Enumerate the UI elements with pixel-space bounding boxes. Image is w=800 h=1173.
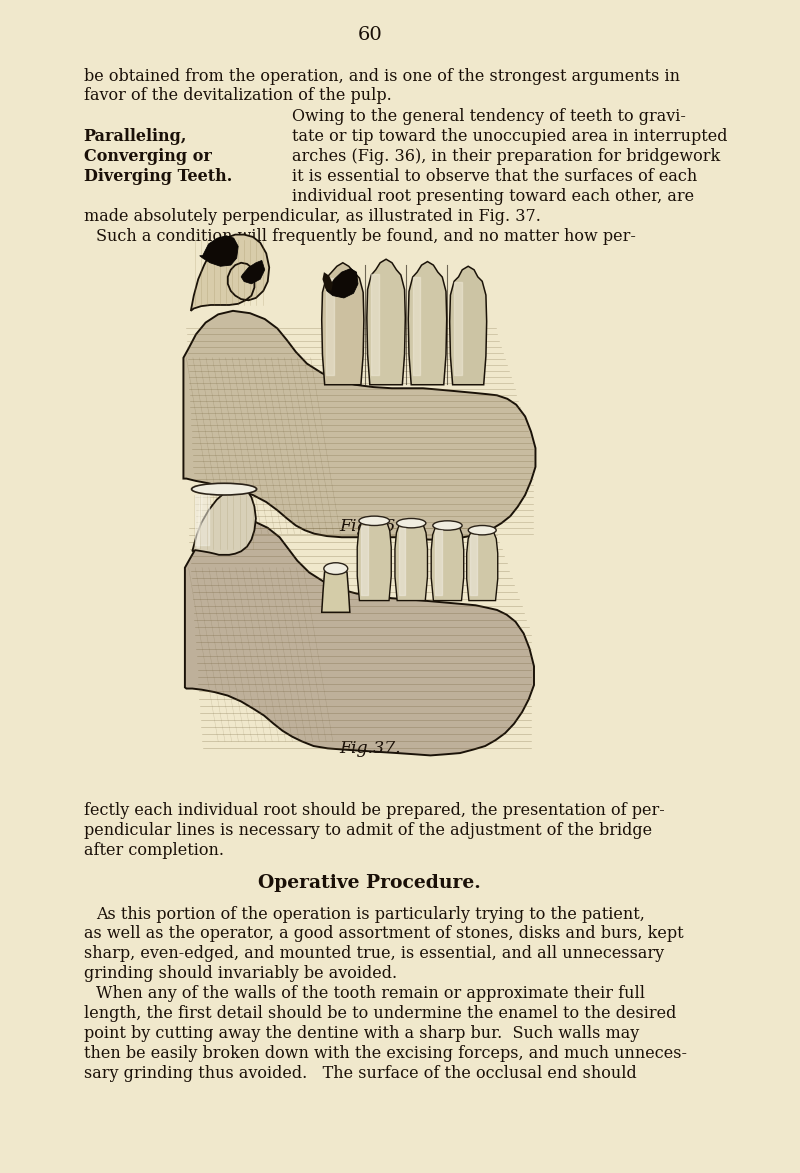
Polygon shape	[450, 266, 486, 385]
Polygon shape	[191, 235, 270, 311]
Ellipse shape	[433, 521, 462, 530]
Polygon shape	[322, 272, 333, 291]
Polygon shape	[367, 259, 406, 385]
Ellipse shape	[324, 563, 348, 575]
Text: grinding should invariably be avoided.: grinding should invariably be avoided.	[83, 965, 397, 982]
Text: sharp, even-edged, and mounted true, is essential, and all unnecessary: sharp, even-edged, and mounted true, is …	[83, 945, 664, 962]
Polygon shape	[431, 523, 464, 601]
Polygon shape	[408, 262, 446, 385]
Text: Fig.37.: Fig.37.	[339, 740, 401, 757]
Text: pendicular lines is necessary to admit of the adjustment of the bridge: pendicular lines is necessary to admit o…	[83, 822, 652, 839]
Polygon shape	[183, 311, 535, 540]
Text: made absolutely perpendicular, as illustrated in Fig. 37.: made absolutely perpendicular, as illust…	[83, 208, 541, 224]
Polygon shape	[322, 567, 350, 612]
Ellipse shape	[191, 483, 257, 495]
Polygon shape	[185, 518, 534, 755]
Text: individual root presenting toward each other, are: individual root presenting toward each o…	[292, 188, 694, 204]
Text: after completion.: after completion.	[83, 842, 223, 859]
Ellipse shape	[397, 518, 426, 528]
Text: Fig.36.: Fig.36.	[339, 518, 401, 535]
Ellipse shape	[359, 516, 390, 526]
Text: Converging or: Converging or	[83, 148, 211, 164]
Text: Such a condition will frequently be found, and no matter how per-: Such a condition will frequently be foun…	[96, 228, 636, 244]
Text: length, the first detail should be to undermine the enamel to the desired: length, the first detail should be to un…	[83, 1005, 676, 1022]
Ellipse shape	[468, 526, 496, 535]
Polygon shape	[358, 518, 391, 601]
Text: As this portion of the operation is particularly trying to the patient,: As this portion of the operation is part…	[96, 906, 645, 922]
Polygon shape	[241, 260, 265, 284]
Text: Operative Procedure.: Operative Procedure.	[258, 874, 481, 891]
Text: be obtained from the operation, and is one of the strongest arguments in: be obtained from the operation, and is o…	[83, 68, 679, 84]
Text: Diverging Teeth.: Diverging Teeth.	[83, 168, 232, 184]
Text: Paralleling,: Paralleling,	[83, 128, 187, 144]
Text: sary grinding thus avoided.   The surface of the occlusal end should: sary grinding thus avoided. The surface …	[83, 1065, 636, 1082]
Text: as well as the operator, a good assortment of stones, disks and burs, kept: as well as the operator, a good assortme…	[83, 925, 683, 942]
Polygon shape	[466, 528, 498, 601]
Text: Owing to the general tendency of teeth to gravi-: Owing to the general tendency of teeth t…	[292, 108, 686, 124]
Text: When any of the walls of the tooth remain or approximate their full: When any of the walls of the tooth remai…	[96, 985, 645, 1002]
Text: 60: 60	[358, 26, 382, 43]
Text: fectly each individual root should be prepared, the presentation of per-: fectly each individual root should be pr…	[83, 802, 664, 819]
Text: favor of the devitalization of the pulp.: favor of the devitalization of the pulp.	[83, 87, 391, 103]
Polygon shape	[192, 488, 256, 555]
Text: tate or tip toward the unoccupied area in interrupted: tate or tip toward the unoccupied area i…	[292, 128, 728, 144]
Text: arches (Fig. 36), in their preparation for bridgework: arches (Fig. 36), in their preparation f…	[292, 148, 720, 164]
Polygon shape	[395, 521, 427, 601]
Polygon shape	[200, 236, 238, 266]
Polygon shape	[322, 263, 364, 385]
Text: it is essential to observe that the surfaces of each: it is essential to observe that the surf…	[292, 168, 698, 184]
Text: point by cutting away the dentine with a sharp bur.  Such walls may: point by cutting away the dentine with a…	[83, 1025, 639, 1042]
Polygon shape	[326, 269, 358, 298]
Text: then be easily broken down with the excising forceps, and much unneces-: then be easily broken down with the exci…	[83, 1045, 686, 1062]
